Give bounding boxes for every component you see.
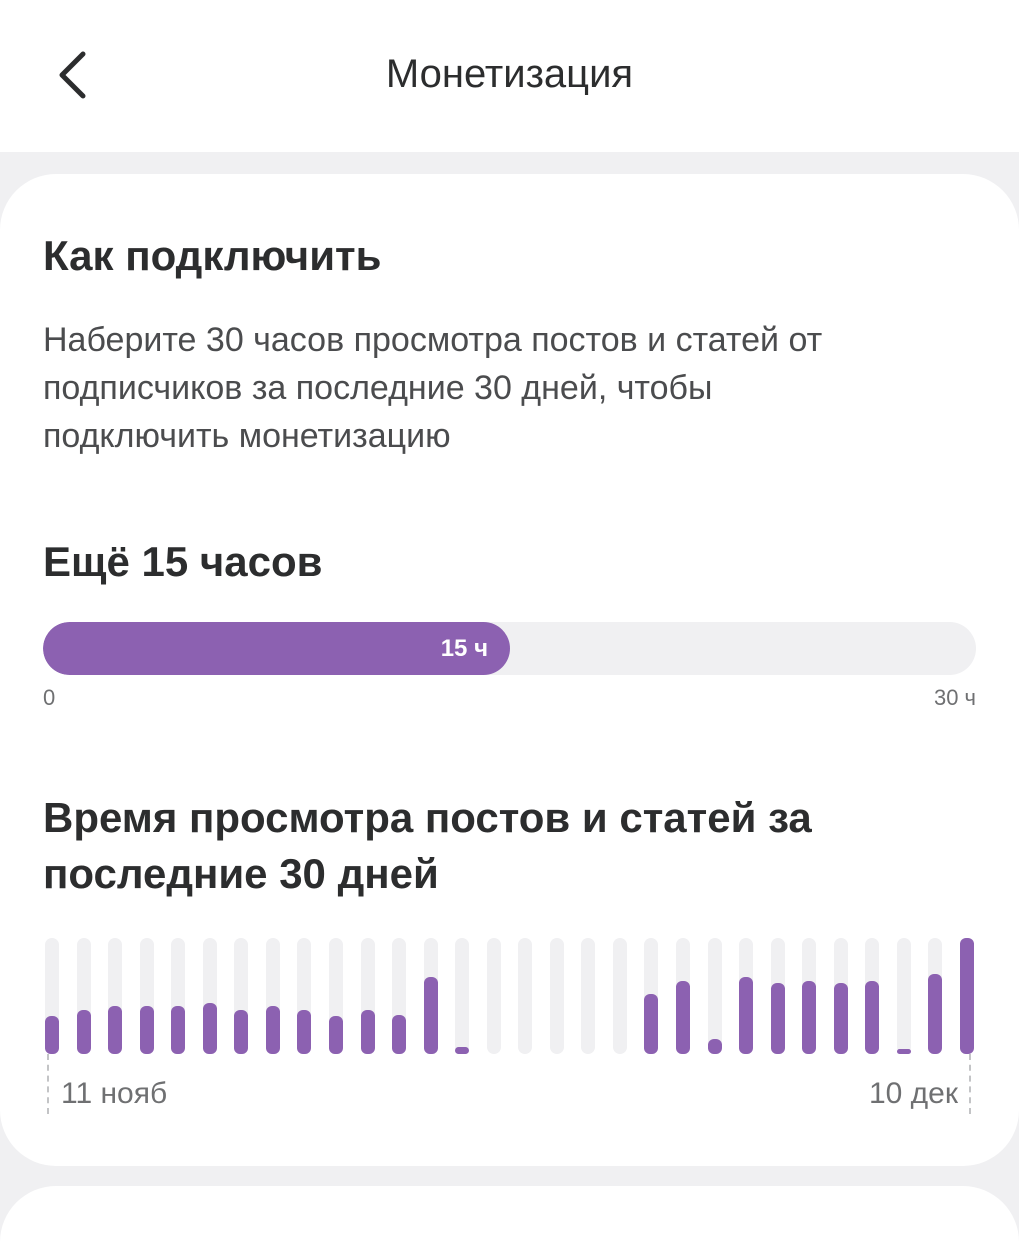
- chart-bar[interactable]: [76, 1010, 91, 1054]
- chart-bar-track: [455, 938, 470, 1054]
- progress-fill: 15 ч: [43, 622, 510, 675]
- chart-bar-track: [612, 938, 627, 1054]
- chart-bar-track: [896, 938, 911, 1054]
- back-button[interactable]: [40, 40, 104, 110]
- chart-bar-track: [707, 938, 722, 1054]
- chart-bar[interactable]: [928, 974, 943, 1054]
- chart-bar[interactable]: [171, 1006, 186, 1054]
- chart-bar-track: [486, 938, 501, 1054]
- axis-start-tick: [47, 1054, 49, 1114]
- chart-bar[interactable]: [297, 1010, 312, 1054]
- chart-bar-track: [549, 938, 564, 1054]
- chart-bar[interactable]: [455, 1047, 470, 1054]
- chart-bar[interactable]: [833, 983, 848, 1054]
- chart-bar[interactable]: [265, 1006, 280, 1054]
- progress-min-label: 0: [43, 685, 56, 710]
- chart-bar[interactable]: [770, 983, 785, 1054]
- chart-bar[interactable]: [328, 1016, 343, 1054]
- watch-chart-title: Время просмотра постов и статей за после…: [43, 794, 812, 897]
- chart-bar[interactable]: [896, 1049, 911, 1054]
- progress-bar: 15 ч: [43, 622, 976, 675]
- chart-bar[interactable]: [392, 1015, 407, 1054]
- chart-bar[interactable]: [360, 1010, 375, 1054]
- chart-bar[interactable]: [234, 1010, 249, 1054]
- chart-bar[interactable]: [45, 1016, 59, 1054]
- chevron-left-icon: [59, 51, 86, 99]
- axis-end-tick: [969, 1054, 971, 1114]
- chart-bar-track: [518, 938, 533, 1054]
- remaining-hours-title: Ещё 15 часов: [43, 538, 323, 585]
- axis-start-label: 11 нояб: [61, 1077, 168, 1110]
- chart-bar[interactable]: [423, 977, 438, 1054]
- progress-max-label: 30 ч: [933, 685, 976, 710]
- chart-bar[interactable]: [644, 994, 659, 1054]
- chart-bar[interactable]: [802, 981, 817, 1054]
- how-to-title: Как подключить: [43, 232, 382, 279]
- chart-bar[interactable]: [108, 1006, 123, 1054]
- chart-bar[interactable]: [139, 1006, 154, 1054]
- chart-bar-track: [581, 938, 596, 1054]
- chart-bar[interactable]: [960, 938, 974, 1054]
- chart-bar[interactable]: [676, 981, 691, 1054]
- watch-time-chart: 11 нояб 10 дек: [40, 930, 980, 1120]
- how-to-description: Наберите 30 часов просмотра постов и ста…: [43, 321, 823, 455]
- chart-bar[interactable]: [707, 1039, 722, 1054]
- chart-bar[interactable]: [202, 1003, 217, 1054]
- axis-end-label: 10 дек: [868, 1077, 958, 1110]
- next-card: [0, 1186, 1019, 1246]
- progress-value-label: 15 ч: [440, 635, 488, 662]
- chart-bar[interactable]: [739, 977, 754, 1054]
- top-bar: Монетизация: [0, 0, 1019, 152]
- page-title: Монетизация: [385, 52, 634, 96]
- chart-bar[interactable]: [865, 981, 880, 1054]
